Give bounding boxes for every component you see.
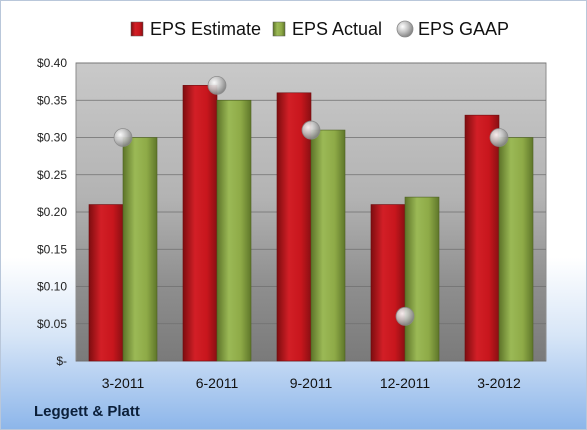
- y-tick-label: $0.20: [37, 205, 67, 219]
- point-eps-gaap: [207, 75, 227, 95]
- bar-eps-actual: [498, 137, 534, 362]
- x-tick-label: 12-2011: [380, 375, 431, 391]
- x-tick-label: 3-2011: [102, 375, 145, 391]
- x-tick-label: 9-2011: [290, 375, 333, 391]
- bar-eps-estimate: [88, 204, 124, 362]
- y-tick-label: $0.30: [37, 131, 67, 145]
- legend-label-eps-gaap: EPS GAAP: [418, 19, 509, 39]
- y-tick-label: $0.15: [37, 242, 67, 256]
- y-tick-label: $0.35: [37, 93, 67, 107]
- y-tick-label: $-: [56, 354, 67, 368]
- point-eps-gaap: [489, 128, 509, 147]
- bar-eps-estimate: [370, 204, 406, 362]
- point-eps-gaap: [113, 128, 133, 147]
- y-tick-label: $0.25: [37, 168, 67, 182]
- bar-eps-actual: [310, 129, 346, 362]
- y-tick-label: $0.10: [37, 280, 67, 294]
- point-eps-gaap: [301, 120, 321, 140]
- x-tick-label: 6-2011: [196, 375, 239, 391]
- y-tick-label: $0.40: [37, 56, 67, 70]
- bar-eps-actual: [216, 99, 252, 362]
- bar-eps-estimate: [182, 85, 218, 362]
- legend-label-eps-actual: EPS Actual: [292, 19, 382, 39]
- company-name: Leggett & Platt: [34, 403, 140, 420]
- bar-eps-estimate: [464, 114, 500, 362]
- x-tick-label: 3-2012: [477, 375, 521, 391]
- y-tick-label: $0.05: [37, 317, 67, 331]
- bar-eps-actual: [122, 137, 158, 362]
- legend-label-eps-estimate: EPS Estimate: [150, 19, 261, 39]
- legend-swatch-eps-estimate: [130, 21, 144, 37]
- point-eps-gaap: [395, 306, 415, 326]
- legend-swatch-eps-actual: [272, 21, 286, 37]
- legend-swatch-eps-gaap: [396, 20, 414, 38]
- bar-eps-actual: [404, 196, 440, 362]
